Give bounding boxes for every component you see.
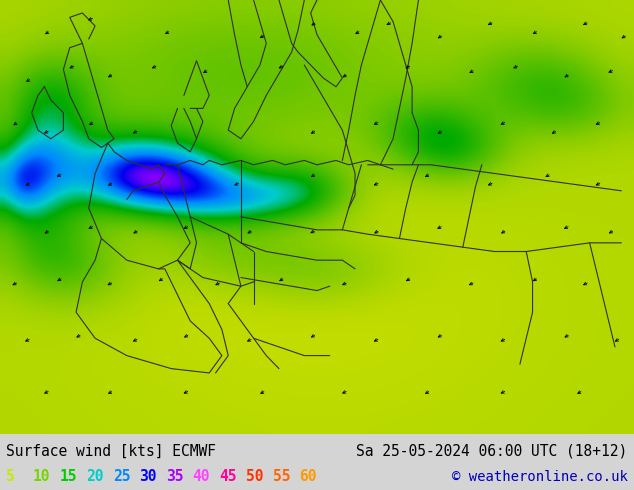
Text: 25: 25 xyxy=(113,469,131,484)
Text: 55: 55 xyxy=(273,469,290,484)
Text: © weatheronline.co.uk: © weatheronline.co.uk xyxy=(452,470,628,484)
Text: Surface wind [kts] ECMWF: Surface wind [kts] ECMWF xyxy=(6,444,216,459)
Text: 5: 5 xyxy=(6,469,15,484)
Text: 30: 30 xyxy=(139,469,157,484)
Text: 20: 20 xyxy=(86,469,104,484)
Text: 50: 50 xyxy=(246,469,264,484)
Text: 40: 40 xyxy=(193,469,210,484)
Text: 60: 60 xyxy=(299,469,317,484)
Text: 35: 35 xyxy=(166,469,184,484)
Text: 15: 15 xyxy=(60,469,77,484)
Text: Sa 25-05-2024 06:00 UTC (18+12): Sa 25-05-2024 06:00 UTC (18+12) xyxy=(356,444,628,459)
Text: 10: 10 xyxy=(33,469,51,484)
Text: 45: 45 xyxy=(219,469,237,484)
